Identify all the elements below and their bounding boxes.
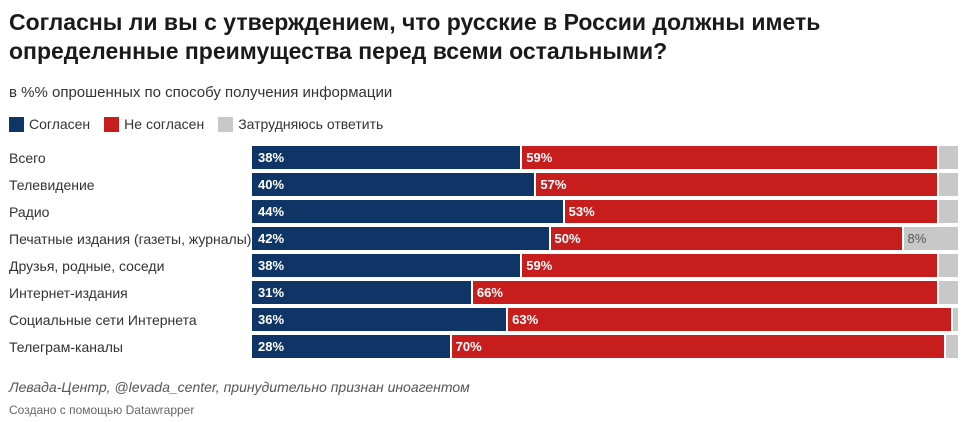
- value-label-agree: 38%: [258, 258, 285, 273]
- category-label: Друзья, родные, соседи: [9, 258, 165, 274]
- bar-segment-agree: [252, 254, 521, 277]
- bar-segment-disagree: [520, 146, 937, 169]
- bar-row: Социальные сети Интернета 36% 63%: [0, 308, 967, 332]
- bar-segment-agree: [252, 200, 563, 223]
- category-label: Социальные сети Интернета: [9, 312, 197, 328]
- bar-segment-agree: [252, 335, 450, 358]
- source-note: Левада-Центр, @levada_center, принудител…: [9, 379, 470, 395]
- bar-segment-agree: [252, 308, 507, 331]
- bar-track: 40% 57%: [252, 173, 958, 196]
- legend-label-disagree: Не согласен: [124, 116, 205, 132]
- value-label-disagree: 70%: [455, 339, 482, 354]
- bar-segment-undecided: [901, 227, 958, 250]
- bar-segment-undecided: [936, 200, 958, 223]
- bar-segment-agree: [252, 281, 471, 304]
- value-label-disagree: 59%: [526, 258, 553, 273]
- value-label-agree: 40%: [258, 177, 285, 192]
- bar-segment-undecided: [936, 254, 958, 277]
- legend-swatch-disagree: [104, 116, 120, 132]
- bar-segment-undecided: [936, 146, 958, 169]
- chart-subtitle: в %% опрошенных по способу получения инф…: [9, 84, 393, 101]
- category-label: Телевидение: [9, 177, 95, 193]
- value-label-disagree: 66%: [476, 285, 503, 300]
- bar-segment-undecided: [943, 335, 958, 358]
- category-label: Телеграм-каналы: [9, 339, 123, 355]
- value-label-disagree: 57%: [540, 177, 567, 192]
- category-label: Интернет-издания: [9, 285, 128, 301]
- bar-segment-agree: [252, 227, 549, 250]
- bar-row: Друзья, родные, соседи 38% 59%: [0, 254, 967, 278]
- category-label: Радио: [9, 204, 50, 220]
- category-label: Всего: [9, 150, 46, 166]
- bar-row: Телеграм-каналы 28% 70%: [0, 335, 967, 359]
- chart-title: Согласны ли вы с утверждением, что русск…: [9, 9, 821, 64]
- value-label-disagree: 50%: [554, 231, 581, 246]
- legend-swatch-agree: [9, 116, 24, 132]
- bar-row: Радио 44% 53%: [0, 200, 967, 224]
- bar-segment-disagree: [548, 227, 902, 250]
- credit-note: Создано с помощью Datawrapper: [9, 403, 195, 417]
- bar-segment-agree: [252, 173, 535, 196]
- value-label-disagree: 59%: [526, 150, 553, 165]
- bar-segment-undecided: [936, 173, 958, 196]
- stacked-bar-chart: Всего 38% 59% Телевидение 40% 57% Радио 44% 53% П…: [0, 146, 967, 362]
- value-label-agree: 36%: [258, 312, 285, 327]
- bar-segment-undecided: [950, 308, 958, 331]
- value-label-agree: 44%: [258, 204, 285, 219]
- legend: Согласен Не согласен Затрудняюсь ответит…: [9, 116, 397, 132]
- legend-label-undecided: Затрудняюсь ответить: [238, 116, 384, 132]
- bar-track: 36% 63%: [252, 308, 958, 331]
- bar-track: 44% 53%: [252, 200, 958, 223]
- bar-track: 42% 50% 8%: [252, 227, 958, 250]
- bar-row: Интернет-издания 31% 66%: [0, 281, 967, 305]
- bar-row: Всего 38% 59%: [0, 146, 967, 170]
- legend-item-agree: Согласен: [9, 116, 90, 132]
- value-label-agree: 42%: [258, 231, 285, 246]
- legend-item-undecided: Затрудняюсь ответить: [218, 116, 383, 132]
- legend-item-disagree: Не согласен: [104, 116, 204, 132]
- bar-segment-disagree: [534, 173, 937, 196]
- bar-segment-disagree: [506, 308, 951, 331]
- bar-track: 38% 59%: [252, 146, 958, 169]
- bar-track: 31% 66%: [252, 281, 958, 304]
- bar-row: Печатные издания (газеты, журналы) 42% 50%…: [0, 227, 967, 251]
- bar-segment-undecided: [936, 281, 958, 304]
- value-label-agree: 31%: [258, 285, 285, 300]
- legend-label-agree: Согласен: [29, 116, 91, 132]
- bar-segment-disagree: [562, 200, 937, 223]
- value-label-disagree: 63%: [512, 312, 539, 327]
- bar-row: Телевидение 40% 57%: [0, 173, 967, 197]
- bar-segment-disagree: [520, 254, 937, 277]
- bar-segment-disagree: [470, 281, 937, 304]
- bar-track: 28% 70%: [252, 335, 958, 358]
- legend-swatch-undecided: [218, 116, 234, 132]
- value-label-agree: 38%: [258, 150, 285, 165]
- category-label: Печатные издания (газеты, журналы): [9, 231, 252, 247]
- value-label-disagree: 53%: [568, 204, 595, 219]
- value-label-undecided: 8%: [907, 231, 927, 246]
- bar-track: 38% 59%: [252, 254, 958, 277]
- bar-segment-agree: [252, 146, 521, 169]
- bar-segment-disagree: [449, 335, 944, 358]
- value-label-agree: 28%: [258, 339, 285, 354]
